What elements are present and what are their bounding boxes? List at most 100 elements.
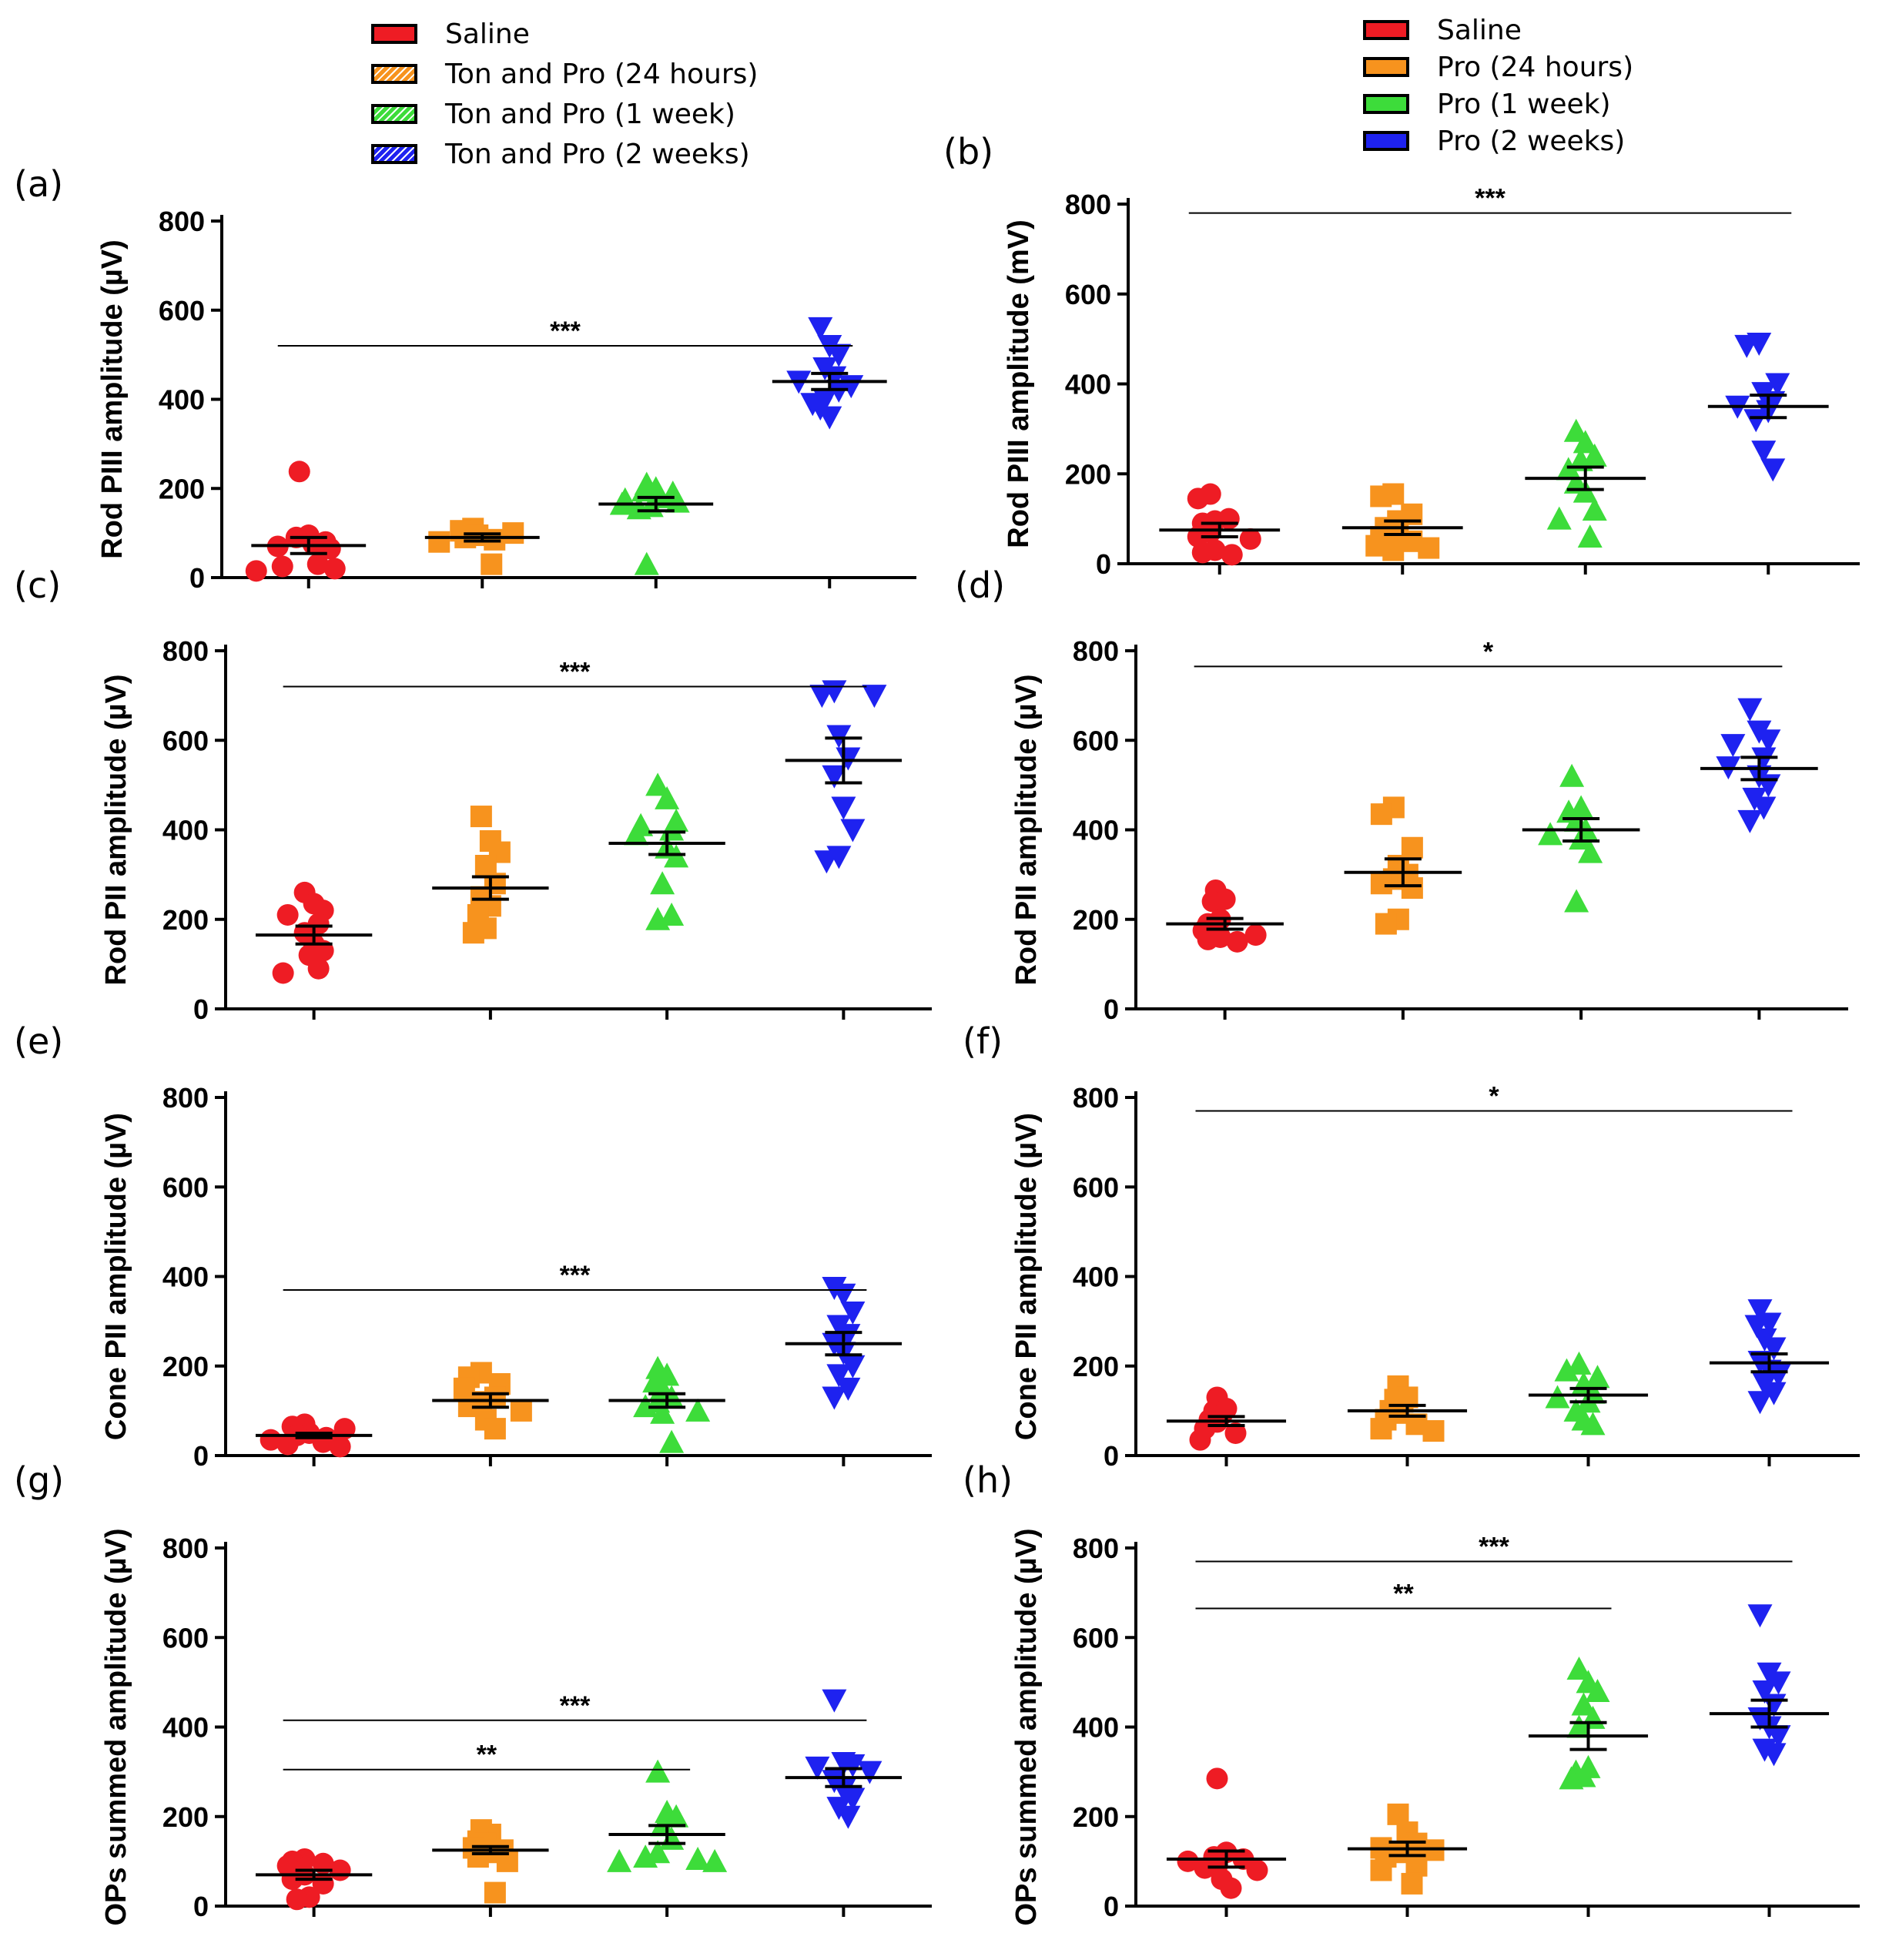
y-tick-label: 200 — [1073, 1351, 1119, 1382]
data-point-square — [470, 806, 492, 828]
data-point-triangle-down — [1747, 1604, 1773, 1628]
y-tick-label: 200 — [162, 1801, 209, 1833]
significance-label: *** — [560, 1691, 591, 1720]
data-point-triangle-up — [607, 1848, 632, 1872]
y-tick-label: 200 — [162, 904, 209, 936]
legend-label: Ton and Pro (1 week) — [445, 98, 735, 130]
data-point-triangle-down — [1720, 734, 1746, 758]
data-point-triangle-down — [805, 1756, 830, 1780]
y-axis-label: Cone PII amplitude (µV) — [100, 1113, 132, 1440]
data-point-triangle-down — [1737, 809, 1763, 833]
data-point-triangle-up — [664, 1804, 689, 1828]
data-point-square — [1370, 485, 1392, 508]
legend-swatch — [371, 144, 417, 164]
panel-label-g: (g) — [14, 1459, 65, 1501]
data-point-square — [502, 522, 524, 544]
data-point-triangle-down — [826, 1364, 852, 1388]
data-point-circle — [288, 461, 310, 483]
data-point-triangle-down — [840, 1302, 866, 1325]
y-tick-label: 0 — [193, 1891, 209, 1922]
legend-swatch — [1363, 57, 1409, 77]
data-point-circle — [1197, 928, 1219, 950]
y-tick-label: 800 — [1065, 189, 1111, 220]
data-point-triangle-up — [685, 1398, 711, 1422]
data-point-triangle-down — [1734, 334, 1760, 358]
legend-swatch — [371, 24, 417, 44]
data-point-triangle-up — [650, 871, 675, 895]
data-point-triangle-down — [1761, 1382, 1787, 1406]
chart-panel-6: 0 200 400 600 800 Cone PII amplitude (µV) * — [1010, 1081, 1860, 1472]
data-point-circle — [323, 558, 346, 580]
data-point-triangle-down — [1765, 373, 1790, 397]
y-tick-label: 0 — [1104, 1440, 1119, 1472]
data-point-triangle-down — [822, 1386, 847, 1410]
data-point-square — [481, 553, 503, 575]
data-point-triangle-up — [1585, 1365, 1610, 1389]
data-point-triangle-down — [1761, 1337, 1787, 1361]
y-tick-label: 0 — [1096, 548, 1111, 580]
legend-item: Ton and Pro (1 week) — [371, 94, 758, 134]
data-point-square — [510, 1399, 532, 1422]
data-point-triangle-down — [826, 343, 852, 367]
y-axis-label: Cone PII amplitude (µV) — [1010, 1113, 1043, 1440]
data-point-square — [1382, 539, 1405, 561]
data-point-triangle-up — [659, 1429, 685, 1453]
y-tick-label: 200 — [159, 473, 205, 504]
data-point-triangle-up — [1554, 1358, 1579, 1382]
data-point-triangle-down — [1744, 1315, 1770, 1338]
panel-label-h: (h) — [963, 1459, 1013, 1501]
data-point-circle — [1194, 1857, 1216, 1879]
data-point-triangle-down — [1747, 1299, 1773, 1323]
data-point-circle — [272, 962, 294, 984]
significance-label: *** — [1475, 184, 1506, 213]
data-point-square — [1401, 877, 1423, 900]
data-point-triangle-down — [1743, 409, 1769, 433]
y-tick-label: 400 — [1065, 369, 1111, 400]
legend-swatch — [371, 104, 417, 124]
legend-item: Saline — [1363, 12, 1633, 49]
data-point-square — [1370, 1418, 1392, 1440]
legend-swatch — [371, 64, 417, 84]
significance-label: *** — [550, 317, 581, 346]
data-point-triangle-up — [1580, 1412, 1606, 1436]
legend-swatch — [1363, 20, 1409, 40]
data-point-triangle-down — [836, 1805, 861, 1829]
y-tick-label: 600 — [1065, 279, 1111, 310]
y-tick-label: 0 — [1104, 1891, 1119, 1922]
data-point-triangle-up — [702, 1848, 728, 1872]
y-axis-label: OPs summed amplitude (µV) — [100, 1529, 132, 1926]
data-point-square — [1370, 803, 1392, 826]
data-point-triangle-up — [633, 1394, 658, 1418]
chart-panel-4: 0 200 400 600 800 Rod PII amplitude (µV) * — [1010, 635, 1848, 1025]
data-point-circle — [271, 555, 293, 578]
data-point-triangle-up — [645, 906, 671, 930]
y-tick-label: 400 — [1073, 815, 1119, 846]
y-tick-label: 0 — [189, 562, 205, 594]
y-tick-label: 800 — [1073, 1082, 1119, 1114]
data-point-triangle-down — [840, 819, 866, 843]
data-point-circle — [1191, 541, 1214, 564]
legend-item: Ton and Pro (2 weeks) — [371, 134, 758, 174]
y-axis-label: Rod PIII amplitude (µV) — [96, 240, 129, 559]
data-point-triangle-up — [1566, 1351, 1592, 1375]
data-point-circle — [1226, 930, 1248, 953]
data-point-circle — [1177, 1850, 1199, 1872]
chart-panel-7: 0 200 400 600 800 OPs summed amplitude (µV) **… — [100, 1529, 932, 1926]
data-point-circle — [307, 957, 330, 980]
data-point-square — [462, 922, 484, 944]
significance-label: * — [1483, 637, 1494, 666]
data-point-triangle-up — [1568, 447, 1593, 471]
y-tick-label: 600 — [1073, 1171, 1119, 1203]
data-point-triangle-up — [1571, 1692, 1596, 1716]
data-point-triangle-up — [1559, 1766, 1584, 1790]
data-point-circle — [1187, 487, 1209, 510]
legend-item: Ton and Pro (24 hours) — [371, 54, 758, 94]
data-point-circle — [1246, 1859, 1268, 1881]
data-point-circle — [1201, 890, 1224, 913]
y-tick-label: 600 — [159, 295, 205, 327]
panel-label-d: (d) — [955, 565, 1006, 606]
data-point-square — [428, 531, 450, 553]
data-point-triangle-down — [1766, 1725, 1791, 1749]
data-point-circle — [1220, 1877, 1242, 1899]
